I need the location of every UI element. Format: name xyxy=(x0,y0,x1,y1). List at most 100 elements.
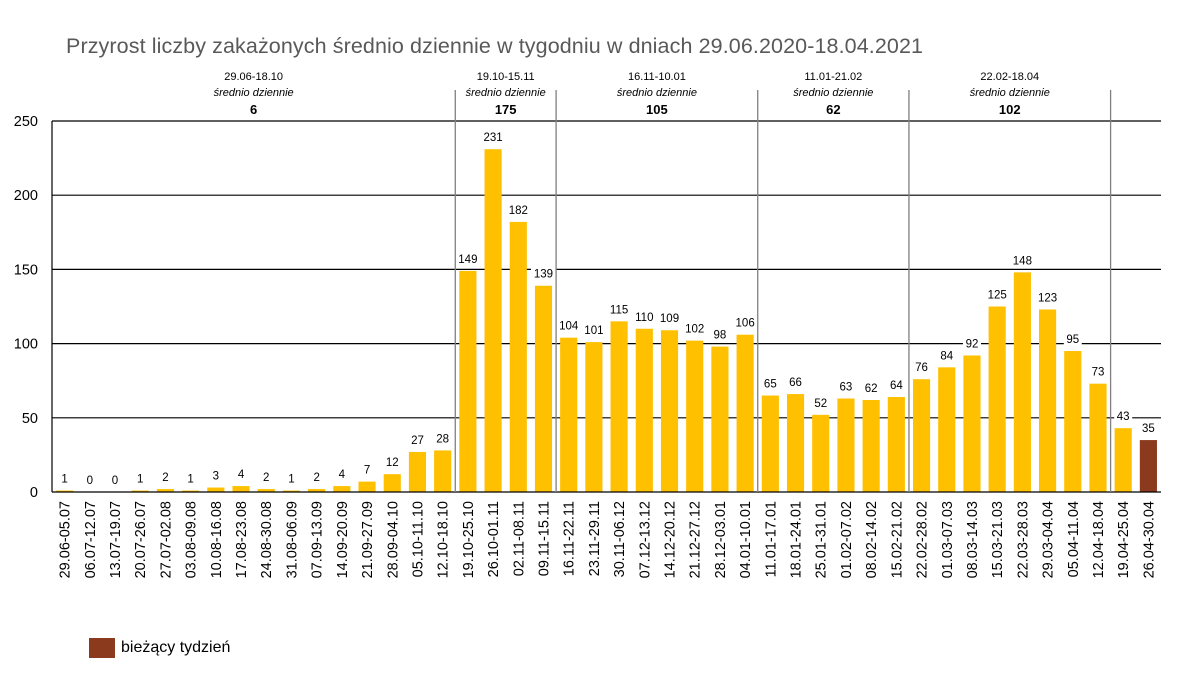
y-tick-label: 50 xyxy=(22,411,38,427)
data-label-bg xyxy=(710,326,729,342)
period-average: 62 xyxy=(826,102,840,117)
data-label: 101 xyxy=(584,325,603,337)
bar xyxy=(282,490,301,492)
bar xyxy=(560,337,578,492)
x-tick-label: 25.01-31.01 xyxy=(814,501,830,578)
data-label: 7 xyxy=(364,465,370,477)
x-tick-label: 30.11-06.12 xyxy=(612,501,628,577)
data-label-bg xyxy=(556,317,582,333)
data-label: 2 xyxy=(313,472,319,484)
period-average: 102 xyxy=(999,102,1021,117)
data-label-bg xyxy=(1063,331,1082,347)
data-label-bg xyxy=(1009,252,1035,268)
bar xyxy=(1013,272,1031,492)
legend-swatch-current-week xyxy=(89,638,115,658)
period-label: średnio dziennie xyxy=(617,87,697,99)
x-tick-label: 08.02-14.02 xyxy=(864,501,880,578)
x-tick-label: 13.07-19.07 xyxy=(108,501,124,578)
x-tick-label: 08.03-14.03 xyxy=(965,501,981,578)
x-tick-label: 27.07-02.08 xyxy=(158,501,174,578)
chart-title: Przyrost liczby zakażonych średnio dzien… xyxy=(66,34,924,58)
period-average: 6 xyxy=(250,102,257,117)
data-label: 27 xyxy=(411,435,424,447)
legend: bieżący tydzień xyxy=(89,638,230,658)
x-tick-label: 07.09-13.09 xyxy=(310,501,326,578)
x-tick-label: 17.08-23.08 xyxy=(234,501,250,578)
data-label: 2 xyxy=(263,472,269,484)
bar xyxy=(182,490,200,492)
data-label-bg xyxy=(984,286,1010,302)
x-tick-label: 01.03-07.03 xyxy=(940,501,956,578)
x-tick-label: 23.11-29.11 xyxy=(587,501,603,576)
x-tick-label: 28.12-03.01 xyxy=(713,501,729,578)
bar xyxy=(308,489,326,492)
x-tick-label: 04.01-10.01 xyxy=(738,501,754,578)
data-label: 115 xyxy=(610,304,628,316)
data-label: 104 xyxy=(559,321,579,333)
period-label: średnio dziennie xyxy=(970,87,1050,99)
y-tick-label: 0 xyxy=(30,485,38,501)
data-label: 149 xyxy=(458,254,477,266)
x-tick-label: 05.04-11.04 xyxy=(1066,501,1082,577)
bars xyxy=(56,149,1157,493)
data-label: 92 xyxy=(966,338,979,350)
bar xyxy=(459,270,477,492)
data-label: 35 xyxy=(1142,423,1155,435)
data-label: 109 xyxy=(660,313,679,325)
data-label-bg xyxy=(480,129,506,145)
bar xyxy=(887,397,905,492)
bar xyxy=(434,450,452,492)
data-label: 84 xyxy=(940,350,953,362)
bar xyxy=(837,398,855,492)
data-label: 52 xyxy=(814,398,827,410)
period-label: średnio dziennie xyxy=(793,87,873,99)
bar xyxy=(988,306,1006,492)
data-label-bg xyxy=(134,470,146,486)
data-label: 1 xyxy=(187,474,193,486)
data-label-bg xyxy=(408,431,427,447)
legend-label: bieżący tydzień xyxy=(121,639,231,656)
bar xyxy=(786,394,805,492)
data-label: 4 xyxy=(238,469,245,481)
data-label-bg xyxy=(433,430,452,446)
data-label: 66 xyxy=(789,377,802,389)
x-tick-label: 18.01-24.01 xyxy=(789,501,805,578)
bar xyxy=(131,490,149,492)
data-label-bg xyxy=(1139,420,1158,436)
bar xyxy=(534,285,553,492)
data-label-bg xyxy=(937,347,956,363)
data-label: 139 xyxy=(534,269,553,281)
data-label-bg xyxy=(682,320,708,336)
data-label: 64 xyxy=(890,380,903,392)
data-label: 62 xyxy=(865,383,878,395)
y-tick-label: 200 xyxy=(14,188,38,204)
data-label-bg xyxy=(606,301,632,317)
data-label: 76 xyxy=(915,362,928,374)
data-label-bg xyxy=(159,469,171,485)
data-label: 3 xyxy=(213,471,219,483)
data-label-bg xyxy=(235,466,247,482)
bar xyxy=(1064,351,1082,492)
x-tick-label: 10.08-16.08 xyxy=(209,501,225,578)
x-tick-label: 12.04-18.04 xyxy=(1091,501,1107,578)
period-range: 11.01-21.02 xyxy=(804,71,862,83)
data-label: 231 xyxy=(483,132,502,144)
data-label: 28 xyxy=(436,433,449,445)
x-tick-label: 22.02-28.02 xyxy=(915,501,931,578)
period-annotations: 29.06-18.10 średnio dziennie 6 19.10-15.11 ś… xyxy=(214,71,1112,492)
bar xyxy=(1039,309,1057,492)
data-label: 43 xyxy=(1117,411,1130,423)
x-tick-label: 11.01-17.01 xyxy=(763,501,779,577)
x-tick-label: 29.06-05.07 xyxy=(58,501,74,578)
period-label: średnio dziennie xyxy=(466,87,546,99)
x-tick-label: 24.08-30.08 xyxy=(259,501,275,578)
data-label-bg xyxy=(836,378,855,394)
x-tick-label: 22.03-28.03 xyxy=(1015,501,1031,578)
x-tick-label: 26.04-30.04 xyxy=(1141,501,1157,578)
bar xyxy=(862,399,880,492)
data-label-bg xyxy=(657,310,683,326)
data-label-bg xyxy=(581,322,607,338)
data-label-bg xyxy=(732,314,758,330)
bar xyxy=(509,221,527,493)
